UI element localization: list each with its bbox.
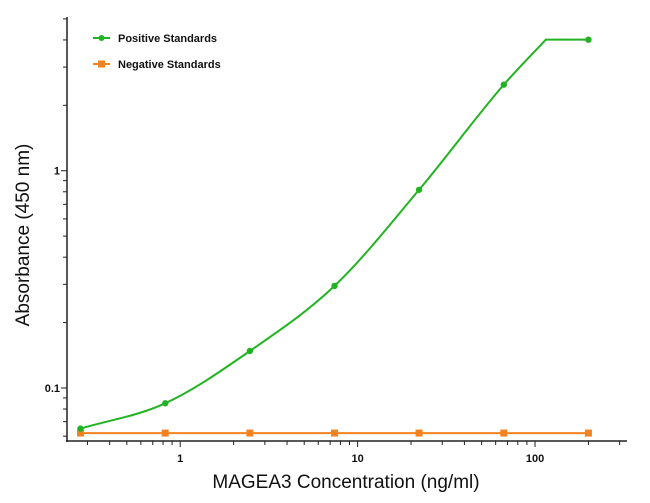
legend-label: Positive Standards [118,33,217,45]
legend-item: Positive Standards [93,33,217,45]
data-point [415,429,423,437]
series-layer [76,36,592,437]
legend-marker [98,35,105,41]
legend-marker [98,60,105,68]
series-line [80,38,589,430]
x-tick-label: 1 [177,453,183,465]
data-point [331,429,339,437]
legend-item: Negative Standards [93,59,221,71]
data-point [76,429,84,437]
data-point [161,429,169,437]
series-negative-standards [76,429,592,437]
data-point [77,425,84,432]
axes: 1 10 100 0.1 1 [45,17,627,465]
legend-label: Negative Standards [118,59,221,71]
legend: Positive Standards Negative Standards [93,33,221,71]
y-tick-label: 1 [54,166,60,178]
data-point [500,429,508,437]
x-tick-label: 100 [526,453,544,465]
data-point [246,347,254,355]
data-point [585,36,592,43]
data-point [500,81,508,88]
data-point [162,400,169,407]
data-point [584,429,592,437]
data-point [331,282,338,290]
y-axis-title: Absorbance (450 nm) [13,144,34,327]
x-tick-label: 10 [351,453,363,465]
data-point [415,186,423,193]
x-axis-title: MAGEA3 Concentration (ng/ml) [212,472,479,493]
data-point [246,429,254,437]
series-positive-standards [77,36,592,432]
y-tick-label: 0.1 [45,383,60,395]
